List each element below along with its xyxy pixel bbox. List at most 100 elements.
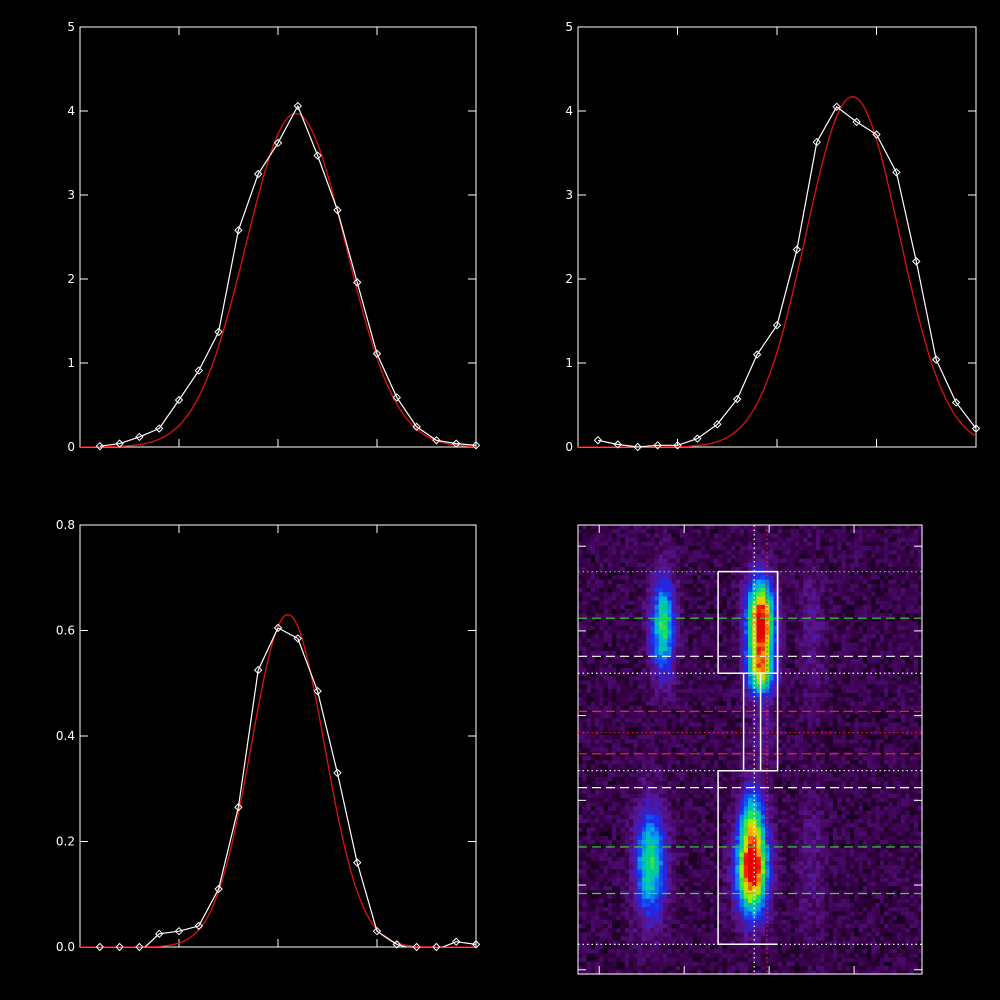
heat-pixel bbox=[654, 550, 660, 555]
heat-pixel bbox=[858, 693, 864, 698]
heat-pixel bbox=[578, 730, 583, 736]
heat-pixel bbox=[782, 693, 787, 698]
heat-pixel bbox=[803, 747, 808, 753]
heat-pixel bbox=[850, 655, 855, 660]
heat-pixel bbox=[816, 730, 821, 736]
heat-pixel bbox=[620, 613, 626, 618]
heat-pixel bbox=[862, 701, 868, 706]
heat-pixel bbox=[896, 541, 902, 547]
heat-pixel bbox=[701, 726, 706, 732]
heat-pixel bbox=[875, 705, 881, 711]
heat-pixel bbox=[603, 600, 609, 606]
heat-pixel bbox=[760, 583, 766, 589]
heat-pixel bbox=[773, 659, 779, 664]
heat-pixel bbox=[667, 705, 672, 711]
heat-pixel bbox=[641, 722, 647, 727]
heat-pixel bbox=[901, 638, 906, 643]
heat-pixel bbox=[603, 642, 609, 648]
heat-pixel bbox=[616, 646, 621, 652]
heat-pixel bbox=[828, 567, 834, 572]
heat-pixel bbox=[811, 554, 817, 559]
heat-pixel bbox=[637, 621, 643, 627]
heat-pixel bbox=[820, 756, 825, 761]
heat-pixel bbox=[896, 684, 902, 690]
heat-pixel bbox=[650, 663, 655, 669]
heat-pixel bbox=[867, 575, 872, 580]
heat-pixel bbox=[901, 625, 906, 631]
heat-pixel bbox=[731, 567, 736, 572]
heat-pixel bbox=[760, 630, 766, 635]
heat-pixel bbox=[731, 655, 736, 660]
heat-pixel bbox=[629, 634, 634, 639]
heat-pixel bbox=[578, 735, 583, 740]
heat-pixel bbox=[671, 562, 677, 568]
heat-pixel bbox=[777, 684, 783, 690]
heat-pixel bbox=[692, 617, 698, 622]
heat-pixel bbox=[871, 541, 876, 547]
heat-pixel bbox=[735, 735, 740, 740]
heat-pixel bbox=[731, 722, 736, 727]
heat-pixel bbox=[688, 583, 694, 589]
heat-pixel bbox=[862, 596, 868, 601]
heat-pixel bbox=[769, 718, 774, 723]
heat-pixel bbox=[684, 537, 689, 543]
heat-pixel bbox=[646, 567, 651, 572]
heat-pixel bbox=[773, 714, 779, 719]
heat-pixel bbox=[637, 730, 643, 736]
heat-pixel bbox=[629, 768, 634, 774]
heat-pixel bbox=[901, 735, 906, 740]
heat-pixel bbox=[658, 562, 664, 568]
heat-pixel bbox=[867, 550, 872, 555]
heat-pixel bbox=[718, 684, 723, 690]
heat-pixel bbox=[586, 642, 592, 648]
heat-pixel bbox=[726, 630, 732, 635]
heat-pixel bbox=[828, 714, 834, 719]
heat-pixel bbox=[658, 693, 664, 698]
heat-pixel bbox=[854, 558, 859, 564]
heat-pixel bbox=[854, 688, 859, 694]
heat-pixel bbox=[641, 701, 647, 706]
heat-pixel bbox=[722, 730, 728, 736]
heat-pixel bbox=[595, 709, 600, 715]
heat-pixel bbox=[709, 697, 715, 702]
heat-pixel bbox=[879, 571, 885, 576]
heat-pixel bbox=[850, 541, 855, 547]
heat-pixel bbox=[735, 634, 740, 639]
heat-pixel bbox=[714, 663, 719, 669]
heat-pixel bbox=[595, 546, 600, 551]
heat-pixel bbox=[612, 617, 617, 622]
heat-pixel bbox=[845, 722, 851, 727]
heat-pixel bbox=[688, 525, 694, 530]
heat-pixel bbox=[590, 642, 596, 648]
heat-pixel bbox=[603, 735, 609, 740]
heat-pixel bbox=[650, 735, 655, 740]
heat-pixel bbox=[658, 558, 664, 564]
heat-pixel bbox=[590, 705, 596, 711]
heat-pixel bbox=[841, 579, 847, 585]
heat-pixel bbox=[794, 756, 800, 761]
heat-pixel bbox=[735, 760, 740, 765]
heat-pixel bbox=[578, 609, 583, 614]
heat-pixel bbox=[586, 609, 592, 614]
heat-pixel bbox=[633, 533, 638, 538]
heat-pixel bbox=[731, 739, 736, 744]
heat-pixel bbox=[867, 583, 872, 589]
heat-pixel bbox=[782, 541, 787, 547]
heat-pixel bbox=[782, 529, 787, 534]
heat-pixel bbox=[650, 550, 655, 555]
heat-pixel bbox=[756, 701, 762, 706]
heat-pixel bbox=[888, 747, 893, 753]
heat-pixel bbox=[748, 760, 753, 765]
heat-pixel bbox=[803, 546, 808, 551]
heat-pixel bbox=[896, 525, 902, 530]
heat-pixel bbox=[726, 747, 732, 753]
heat-pixel bbox=[743, 617, 749, 622]
heat-pixel bbox=[726, 592, 732, 597]
heat-pixel bbox=[769, 672, 774, 677]
heat-pixel bbox=[862, 533, 868, 538]
heat-pixel bbox=[773, 756, 779, 761]
heat-pixel bbox=[603, 714, 609, 719]
heat-pixel bbox=[586, 646, 592, 652]
heat-pixel bbox=[680, 609, 685, 614]
heat-pixel bbox=[663, 550, 668, 555]
